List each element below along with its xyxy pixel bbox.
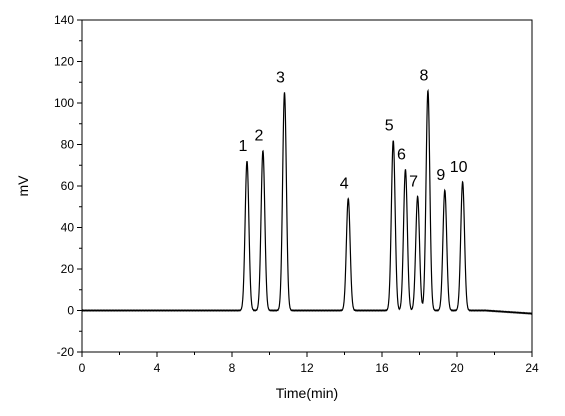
peak-label-3: 3: [276, 70, 285, 87]
peak-label-1: 1: [239, 138, 248, 155]
y-tick-label: 0: [67, 304, 74, 318]
x-tick-label: 16: [375, 361, 389, 375]
y-tick-label: 20: [61, 262, 75, 276]
series-layer: [82, 91, 532, 314]
y-tick-label: 100: [54, 96, 74, 110]
x-axis-title: Time(min): [276, 385, 338, 401]
y-tick-label: 120: [54, 55, 74, 69]
x-tick-label: 12: [300, 361, 314, 375]
x-tick-label: 8: [229, 361, 236, 375]
x-tick-label: 20: [450, 361, 464, 375]
y-tick-label: 60: [61, 179, 75, 193]
plot-frame: [82, 20, 532, 352]
x-tick-label: 0: [79, 361, 86, 375]
y-axis-title: mV: [15, 175, 31, 197]
peak-label-10: 10: [450, 159, 468, 176]
peak-label-4: 4: [340, 175, 349, 192]
peak-label-9: 9: [436, 167, 445, 184]
x-tick-label: 24: [525, 361, 539, 375]
chromatogram-line: [82, 91, 532, 314]
peak-label-6: 6: [397, 146, 406, 163]
peak-label-5: 5: [385, 117, 394, 134]
y-tick-label: 140: [54, 13, 74, 27]
y-tick-label: -20: [57, 345, 75, 359]
y-tick-label: 80: [61, 138, 75, 152]
peak-label-2: 2: [254, 128, 263, 145]
x-tick-label: 4: [154, 361, 161, 375]
y-tick-label: 40: [61, 221, 75, 235]
peak-label-7: 7: [409, 173, 418, 190]
peak-labels-layer: 12 3 4 567 8 9 10: [239, 68, 468, 193]
peak-label-8: 8: [419, 68, 428, 85]
